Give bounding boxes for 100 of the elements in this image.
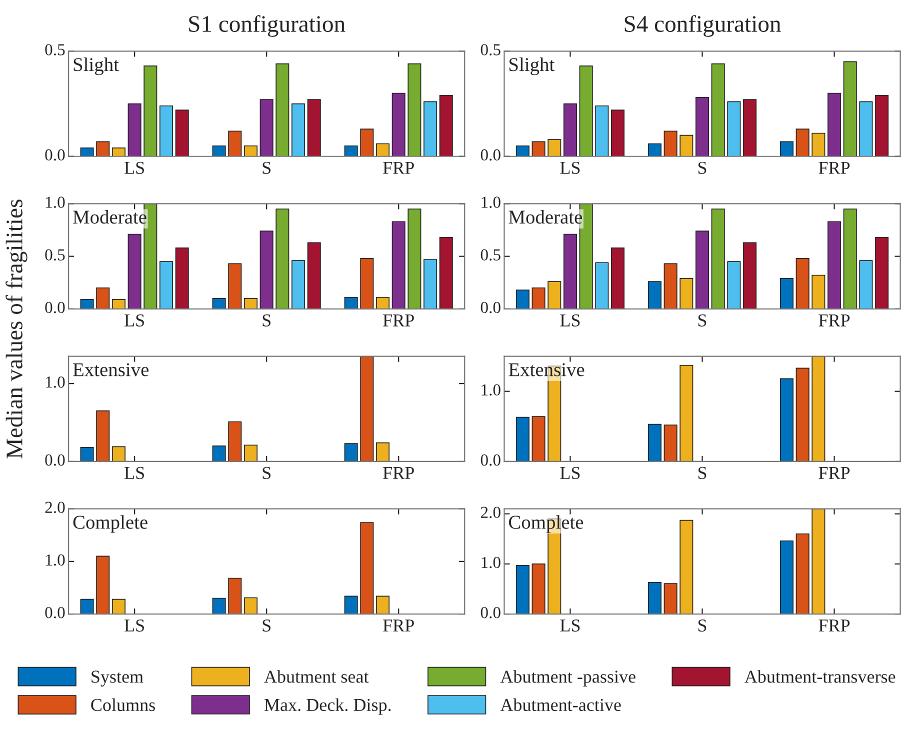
bar [648,143,662,156]
bar [424,259,438,309]
bar [292,260,306,309]
bar [696,97,710,156]
bar [875,236,889,309]
x-tick-label: S [262,619,270,632]
bar [96,410,110,462]
annotation: Moderate [73,210,146,224]
bar [812,356,826,462]
bar [260,230,274,309]
bar [828,221,842,309]
bar [212,445,226,462]
x-tick-label: S [262,162,270,174]
bar [212,598,226,614]
bar [532,416,546,462]
bar [579,65,593,156]
legend-label: Columns [91,698,155,712]
bar [408,208,422,309]
legend-label: Abutment-active [500,698,621,712]
bar [875,94,889,156]
bar [96,141,110,156]
bar [344,596,358,614]
x-tick-label: FRP [383,162,414,174]
x-tick-label: LS [124,162,144,174]
y-tick-label: 2.0 [480,506,500,518]
bar [260,99,274,156]
bar [128,103,142,156]
chart-title: S4 configuration [624,15,781,37]
bar [376,296,390,309]
bar [595,262,609,309]
x-tick-label: LS [560,314,580,326]
bar [424,101,438,156]
x-tick-label: LS [560,619,580,632]
bar [96,287,110,309]
x-tick-label: LS [124,466,144,480]
bar [516,416,530,462]
bar [812,508,826,614]
bar [516,290,530,309]
bar [516,145,530,156]
legend-label: Max. Deck. Disp. [264,698,391,715]
bar [664,130,678,156]
bar [80,299,94,309]
y-tick-label: 1.0 [46,554,65,566]
x-tick-label: FRP [818,620,850,632]
x-tick-label: FRP [383,314,414,326]
bar [439,94,453,156]
bar [392,92,406,156]
bar [344,443,358,462]
bar [392,221,406,309]
bar [796,368,810,462]
chart-title: S1 configuration [189,15,346,37]
bar [611,247,625,309]
y-tick-label: 1.0 [482,384,500,396]
bar [112,299,126,309]
x-tick-label: LS [124,619,144,632]
bar [680,278,694,309]
bar [796,128,810,156]
bar [112,598,126,614]
bar [244,145,258,156]
bar [128,234,142,309]
y-tick-label: 0.5 [480,44,500,56]
annotation: Moderate [508,210,582,224]
bar [532,564,546,614]
y-tick-label: 0.5 [45,44,65,56]
legend-label: System [92,670,144,687]
bar [796,258,810,309]
x-tick-label: LS [124,314,144,326]
bar [376,143,390,156]
y-tick-label: 2.0 [45,502,65,514]
bar [859,260,873,309]
bar [80,598,94,614]
y-tick-label: 1.0 [482,556,500,568]
bar [159,105,174,156]
bar [696,230,710,309]
x-tick-label: S [698,619,706,632]
bar [307,99,321,156]
y-tick-label: 0.0 [45,302,65,314]
bar [244,597,258,614]
legend-label: Abutment-transverse [744,670,896,683]
bar [780,278,794,309]
annotation: Slight [509,57,555,76]
bar [144,65,158,156]
bar [743,99,757,156]
bar [112,148,126,156]
y-tick-label: 1.0 [46,196,65,208]
bar [292,103,306,156]
bar [611,110,625,156]
bar [228,578,242,614]
y-tick-label: 0.0 [480,149,500,161]
bar [532,141,546,156]
bar [812,132,826,156]
bar [96,556,110,614]
bar [843,208,857,309]
annotation: Complete [73,515,148,533]
bar [360,522,374,614]
bar [80,447,94,462]
bar [780,141,794,156]
bar [711,63,725,156]
bar [727,261,741,309]
annotation: Extensive [73,363,149,376]
